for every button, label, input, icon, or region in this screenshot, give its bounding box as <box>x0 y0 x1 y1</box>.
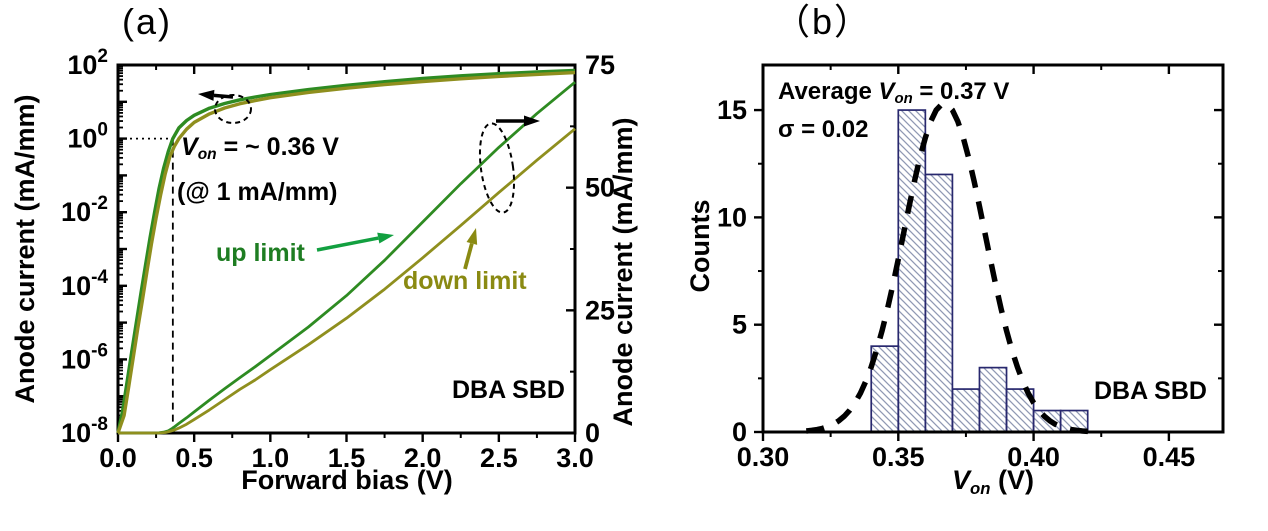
average-prefix: Average <box>778 78 879 105</box>
svg-text:25: 25 <box>585 295 615 325</box>
histogram-bar <box>924 173 954 433</box>
svg-text:75: 75 <box>585 50 615 80</box>
sigma-annotation: σ = 0.02 <box>778 116 869 143</box>
svg-text:1.5: 1.5 <box>328 443 366 473</box>
svg-text:100: 100 <box>67 120 108 154</box>
histogram-bar <box>897 109 927 433</box>
svg-text:5: 5 <box>732 310 747 340</box>
down-limit-label: down limit <box>403 267 527 295</box>
x-axis-title-b: Von (V) <box>952 465 1034 498</box>
svg-text:0.40: 0.40 <box>1007 442 1060 472</box>
svg-text:10-8: 10-8 <box>61 414 108 448</box>
xlabel-b-symbol: V <box>952 465 971 495</box>
gaussian-fit-curve <box>805 101 1099 435</box>
svg-text:2.0: 2.0 <box>404 443 442 473</box>
svg-text:0.45: 0.45 <box>1143 442 1196 472</box>
svg-text:50: 50 <box>585 173 615 203</box>
average-von-annotation: Average Von = 0.37 V <box>778 78 1010 108</box>
svg-text:10-4: 10-4 <box>61 267 108 301</box>
device-label-a: DBA SBD <box>452 376 565 404</box>
svg-text:0: 0 <box>732 417 747 447</box>
von-annotation-line1: Von = ~ 0.36 V <box>181 133 339 164</box>
panel-a-plot: 0.0 0.5 1.0 1.5 2.0 2.5 3.0 102 100 10-2 10-4 10-6 1… <box>61 46 615 473</box>
up-limit-label: up limit <box>216 239 305 267</box>
von-value: = ~ 0.36 V <box>216 133 339 161</box>
svg-text:15: 15 <box>717 95 747 125</box>
left-axis-pointer-ellipse <box>214 94 252 124</box>
von-annotation-line2: (@ 1 mA/mm) <box>177 178 338 206</box>
svg-text:2.5: 2.5 <box>480 443 518 473</box>
x-axis-title-a: Forward bias (V) <box>241 465 453 495</box>
svg-text:0.35: 0.35 <box>872 442 925 472</box>
y-axis-title-right-a: Anode current (mA/mm) <box>608 117 639 427</box>
plot-frame-b <box>761 63 1225 434</box>
y-axis-title-left-a: Anode current (mA/mm) <box>10 94 41 404</box>
von-symbol: V <box>181 133 198 161</box>
linear-curve-down-limit <box>118 127 576 435</box>
histogram-bar <box>951 388 981 433</box>
svg-text:10-2: 10-2 <box>61 193 108 227</box>
svg-text:102: 102 <box>67 46 108 80</box>
svg-text:0.0: 0.0 <box>99 443 137 473</box>
xlabel-b-symbol-sub: on <box>970 478 991 498</box>
average-von-value: = 0.37 V <box>912 78 1010 105</box>
svg-text:0: 0 <box>585 418 600 448</box>
log-curve-up-limit <box>116 68 576 434</box>
svg-text:10: 10 <box>717 202 747 232</box>
xlabel-b-unit: (V) <box>990 465 1034 495</box>
y-axis-title-b: Counts <box>685 199 716 293</box>
device-label-b: DBA SBD <box>1094 377 1207 405</box>
von-symbol-sub: on <box>197 146 217 164</box>
svg-text:10-6: 10-6 <box>61 340 108 374</box>
log-curve-down-limit <box>116 70 576 434</box>
panel-b-label: （b） <box>774 1 873 42</box>
svg-text:1.0: 1.0 <box>252 443 290 473</box>
average-von-symbol: V <box>878 78 895 105</box>
average-von-symbol-sub: on <box>894 91 913 108</box>
svg-text:0.5: 0.5 <box>175 443 213 473</box>
panel-a-label: (a) <box>122 1 172 42</box>
panel-b-plot: 0.30 0.35 0.40 0.45 0 5 10 15 <box>717 63 1225 472</box>
svg-text:0.30: 0.30 <box>737 442 790 472</box>
svg-text:3.0: 3.0 <box>556 443 594 473</box>
right-axis-pointer-ellipse <box>478 122 516 214</box>
histogram-bar <box>978 366 1008 433</box>
